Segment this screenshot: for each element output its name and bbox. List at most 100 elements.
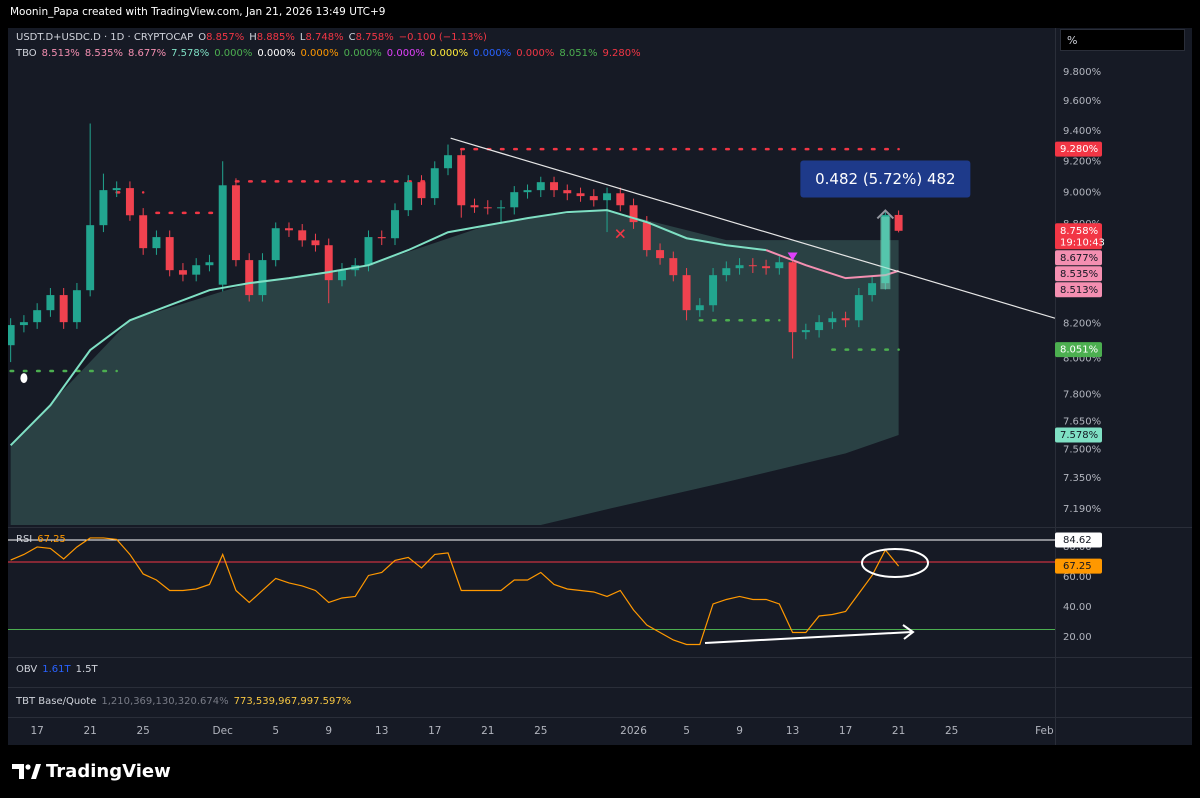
marker — [787, 252, 798, 261]
candle-body — [59, 295, 68, 323]
legend-text: OBV — [16, 664, 38, 675]
candle-body — [470, 205, 479, 208]
price-pane: 0.482 (5.72%) 482 — [8, 123, 1055, 525]
price-badge — [1055, 223, 1102, 250]
legend-text: 1.5T — [75, 664, 98, 675]
candle-body — [19, 322, 28, 326]
x-tick-label: 5 — [272, 725, 279, 737]
rsi-badge — [1055, 558, 1102, 574]
legend-text: 8.857% — [206, 32, 245, 43]
candle-body — [563, 190, 572, 194]
obv-legend: OBV 1.61T 1.5T — [16, 664, 103, 675]
legend-text: 1.61T — [42, 664, 71, 675]
candle-body — [536, 182, 545, 191]
legend-text: −0.100 (−1.13%) — [398, 32, 487, 43]
legend-text: O — [198, 32, 207, 43]
legend-text: 8.677% — [127, 48, 167, 59]
price-badge — [1055, 141, 1102, 157]
y-tick-label: 7.190% — [1063, 504, 1101, 515]
price-badge-label: 7.578% — [1060, 430, 1098, 441]
legend-text: 0.000% — [473, 48, 512, 59]
scale-button[interactable]: % — [1060, 29, 1185, 51]
candle-body — [523, 190, 532, 193]
candle-body — [868, 283, 877, 296]
legend-text: TBO — [16, 48, 37, 59]
candle-body — [245, 260, 254, 296]
candle-body — [404, 182, 413, 211]
candle-body — [218, 185, 227, 285]
header: Moonin_Papa created with TradingView.com… — [10, 6, 386, 18]
candle-body — [735, 265, 744, 269]
rsi-badge-label: 67.25 — [1063, 561, 1092, 572]
y-tick-label: 8.000% — [1063, 354, 1101, 365]
marker — [20, 373, 28, 384]
x-tick-label: Feb — [1035, 725, 1054, 737]
candle-body — [497, 207, 505, 209]
symbol-legend: USDT.D+USDC.D · 1D · CRYPTOCAP O8.857% H8.… — [16, 32, 492, 43]
rsi-legend: RSI 67.25 — [16, 534, 71, 545]
candle-body — [178, 270, 187, 275]
rsi-pane — [8, 537, 1055, 646]
y-tick-label: 20.00 — [1063, 632, 1092, 643]
candle-body — [709, 275, 718, 306]
candle-body — [231, 185, 240, 261]
candle-body — [616, 193, 625, 206]
price-badge — [1055, 427, 1102, 443]
candle-body — [86, 225, 95, 291]
legend-text: 9.280% — [602, 48, 641, 59]
legend-text: TBT Base/Quote — [16, 696, 97, 707]
price-badge-sub: 19:10:43 — [1060, 237, 1105, 248]
x-tick-label: 5 — [683, 725, 690, 737]
candle-body — [391, 210, 399, 239]
legend-text: USDT.D+USDC.D · 1D · CRYPTOCAP — [16, 32, 194, 43]
candle-body — [377, 237, 386, 239]
legend-text: 7.578% — [171, 48, 210, 59]
candle-body — [629, 205, 638, 223]
price-badge-label: 8.513% — [1060, 285, 1098, 296]
marker — [615, 229, 625, 239]
price-badge-label: 9.280% — [1060, 144, 1098, 155]
price-badge-label: 8.758% — [1060, 226, 1098, 237]
candle-body — [748, 265, 757, 267]
candle-body — [364, 237, 373, 266]
candle-body — [642, 222, 651, 251]
y-tick-label: 9.800% — [1063, 67, 1101, 78]
y-tick-label: 7.650% — [1063, 417, 1101, 428]
legend-text: 8.748% — [305, 32, 344, 43]
x-tick-label: 25 — [136, 725, 149, 737]
candle-body — [722, 268, 731, 276]
x-tick-label: 9 — [736, 725, 743, 737]
price-badge-label: 8.051% — [1060, 345, 1098, 356]
price-badge-label: 8.677% — [1060, 253, 1098, 264]
y-tick-label: 7.350% — [1063, 473, 1101, 484]
candle-body — [788, 262, 797, 333]
legend-text: 0.000% — [214, 48, 253, 59]
x-tick-label: 17 — [839, 725, 852, 737]
candle-body — [46, 295, 55, 311]
candle-body — [894, 214, 903, 231]
rsi-badge-label: 84.62 — [1063, 535, 1092, 546]
candle-body — [338, 270, 346, 281]
legend-text: 0.000% — [343, 48, 382, 59]
legend-text: 0.000% — [300, 48, 339, 59]
candle-body — [205, 262, 214, 266]
candle-body — [603, 193, 612, 201]
axes: 9.800%9.600%9.400%9.200%9.000%8.800%8.20… — [30, 67, 1104, 737]
legend-text: 8.051% — [559, 48, 598, 59]
x-tick-label: 25 — [945, 725, 958, 737]
candle-body — [99, 190, 108, 226]
logo-icon — [12, 764, 24, 779]
candle-body — [72, 290, 81, 323]
candle-body — [854, 295, 863, 321]
candle-body — [430, 168, 439, 199]
legend-text: 8.513% — [41, 48, 80, 59]
candle-body — [125, 188, 134, 216]
y-tick-label: 7.800% — [1063, 389, 1101, 400]
candle-body — [311, 240, 320, 246]
candle-body — [682, 275, 691, 311]
candle-body — [801, 330, 810, 333]
legend-text: C — [348, 32, 356, 43]
legend-text: 8.535% — [84, 48, 123, 59]
x-tick-label: 21 — [892, 725, 905, 737]
price-badge — [1055, 250, 1102, 266]
